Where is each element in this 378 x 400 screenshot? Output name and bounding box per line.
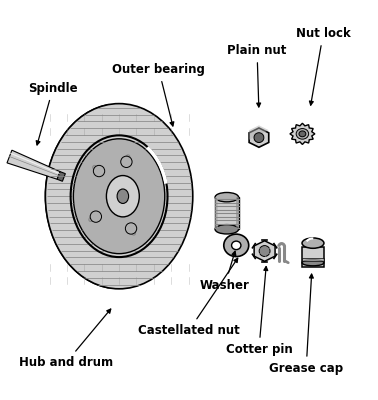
Text: Castellated nut: Castellated nut [138, 258, 240, 337]
Ellipse shape [302, 260, 324, 266]
Circle shape [259, 246, 270, 256]
Ellipse shape [117, 189, 129, 204]
Text: Grease cap: Grease cap [269, 274, 343, 375]
Text: Outer bearing: Outer bearing [112, 63, 205, 126]
Ellipse shape [296, 128, 309, 139]
Ellipse shape [45, 104, 193, 289]
Ellipse shape [232, 241, 241, 250]
Circle shape [90, 211, 102, 222]
Text: Plain nut: Plain nut [227, 44, 287, 107]
FancyBboxPatch shape [302, 258, 324, 260]
Polygon shape [290, 123, 315, 144]
Ellipse shape [106, 176, 139, 217]
Polygon shape [254, 241, 275, 261]
Polygon shape [249, 128, 269, 147]
Ellipse shape [224, 234, 249, 256]
Text: Hub and drum: Hub and drum [19, 309, 113, 369]
Ellipse shape [215, 192, 239, 202]
Ellipse shape [215, 225, 239, 234]
Text: Washer: Washer [200, 251, 250, 292]
Circle shape [93, 165, 105, 177]
Text: Cotter pin: Cotter pin [226, 266, 292, 356]
FancyBboxPatch shape [302, 247, 324, 266]
Ellipse shape [73, 139, 165, 254]
Text: Nut lock: Nut lock [296, 27, 350, 105]
Circle shape [121, 156, 132, 168]
FancyBboxPatch shape [215, 197, 218, 229]
FancyBboxPatch shape [215, 197, 239, 229]
Circle shape [125, 223, 137, 234]
Polygon shape [57, 172, 65, 181]
FancyBboxPatch shape [236, 197, 239, 229]
Polygon shape [45, 105, 115, 288]
Ellipse shape [302, 238, 324, 248]
Ellipse shape [299, 131, 306, 137]
Polygon shape [249, 125, 269, 140]
Polygon shape [7, 150, 60, 179]
Circle shape [254, 133, 264, 142]
Text: Spindle: Spindle [28, 82, 78, 145]
